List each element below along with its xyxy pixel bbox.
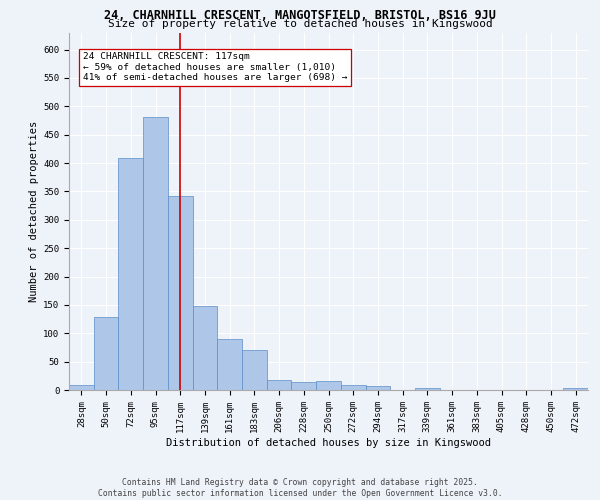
X-axis label: Distribution of detached houses by size in Kingswood: Distribution of detached houses by size … xyxy=(166,438,491,448)
Y-axis label: Number of detached properties: Number of detached properties xyxy=(29,120,39,302)
Bar xyxy=(341,386,365,390)
Bar xyxy=(193,306,217,390)
Bar xyxy=(69,386,94,390)
Bar xyxy=(292,382,316,390)
Bar xyxy=(267,380,292,390)
Text: 24, CHARNHILL CRESCENT, MANGOTSFIELD, BRISTOL, BS16 9JU: 24, CHARNHILL CRESCENT, MANGOTSFIELD, BR… xyxy=(104,9,496,22)
Bar xyxy=(118,158,143,390)
Bar xyxy=(217,339,242,390)
Bar xyxy=(168,196,193,390)
Bar xyxy=(94,318,118,390)
Text: Size of property relative to detached houses in Kingswood: Size of property relative to detached ho… xyxy=(107,19,493,29)
Text: 24 CHARNHILL CRESCENT: 117sqm
← 59% of detached houses are smaller (1,010)
41% o: 24 CHARNHILL CRESCENT: 117sqm ← 59% of d… xyxy=(83,52,347,82)
Bar xyxy=(415,388,440,390)
Bar xyxy=(143,117,168,390)
Bar xyxy=(316,382,341,390)
Bar xyxy=(242,350,267,390)
Text: Contains HM Land Registry data © Crown copyright and database right 2025.
Contai: Contains HM Land Registry data © Crown c… xyxy=(98,478,502,498)
Bar xyxy=(563,388,588,390)
Bar xyxy=(365,386,390,390)
